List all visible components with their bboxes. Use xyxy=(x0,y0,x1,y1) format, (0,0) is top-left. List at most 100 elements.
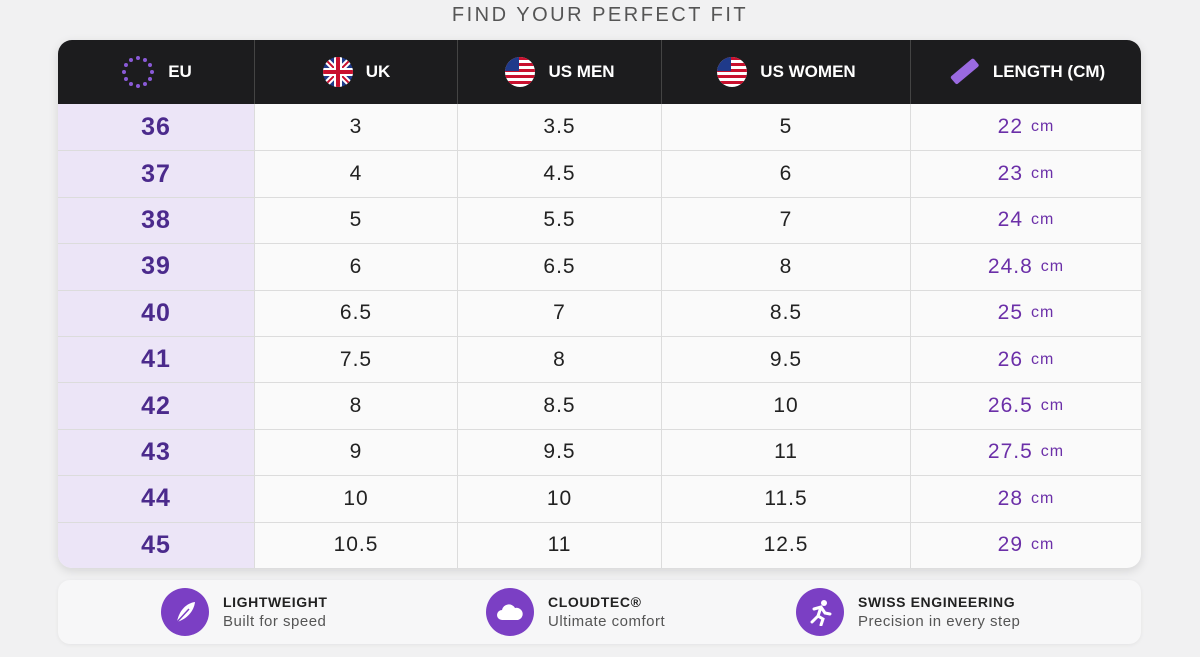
size-cell: 6.5 xyxy=(255,290,458,336)
eu-size: 37 xyxy=(58,151,255,197)
size-cell: 8 xyxy=(662,244,911,290)
column-label: EU xyxy=(168,62,192,81)
column-label: UK xyxy=(365,62,391,81)
header-cell: LENGTH (CM) xyxy=(911,40,1141,104)
length-unit: cm xyxy=(1031,165,1055,183)
length-unit: cm xyxy=(1040,257,1065,275)
size-cell: 9 xyxy=(255,429,458,476)
size-cell: 5.5 xyxy=(458,197,662,244)
column-label: LENGTH (CM) xyxy=(992,62,1106,81)
size-cell: 7 xyxy=(458,290,662,336)
table-row: 36 3 3.5 5 22 cm xyxy=(58,104,1141,151)
size-cell: 7.5 xyxy=(255,336,458,383)
length-value: 27.5 xyxy=(987,440,1033,464)
table-row: 45 10.5 11 12.5 29 cm xyxy=(58,521,1141,568)
length-unit: cm xyxy=(1031,350,1055,368)
table-row: 41 7.5 8 9.5 26 cm xyxy=(58,335,1141,383)
column-label: US MEN xyxy=(548,62,615,81)
eu-size: 38 xyxy=(58,197,255,244)
size-cell: 9.5 xyxy=(458,429,662,476)
feature-icon xyxy=(796,588,844,636)
size-cell: 8.5 xyxy=(662,290,911,336)
size-cell: 5 xyxy=(255,197,458,244)
size-cell: 10.5 xyxy=(255,522,458,568)
length-value: 26 xyxy=(997,347,1024,371)
table-row: 39 6 6.5 8 24.8 cm xyxy=(58,243,1141,290)
size-cell: 10 xyxy=(255,476,458,522)
table-row: 43 9 9.5 11 27.5 cm xyxy=(58,428,1141,476)
length-cell: 26 cm xyxy=(911,337,1141,382)
length-cell: 28 cm xyxy=(911,476,1141,521)
feature-subtitle: Built for speed xyxy=(223,613,327,630)
table-header: EU UK US MEN US WOMEN LENGTH (CM) xyxy=(58,40,1141,104)
length-cell: 25 cm xyxy=(911,291,1141,336)
size-cell: 3.5 xyxy=(458,104,662,151)
page-title: FIND YOUR PERFECT FIT xyxy=(451,4,749,26)
size-cell: 8 xyxy=(255,383,458,429)
table-row: 40 6.5 7 8.5 25 cm xyxy=(58,289,1141,336)
eu-size: 42 xyxy=(58,383,255,429)
length-value: 25 xyxy=(997,301,1024,325)
size-cell: 6.5 xyxy=(458,244,662,290)
length-cell: 29 cm xyxy=(911,523,1141,568)
size-cell: 3 xyxy=(255,104,458,151)
features-bar: LIGHTWEIGHT Built for speed CLOUDTEC® Ulti… xyxy=(58,580,1141,644)
size-cell: 9.5 xyxy=(662,336,911,383)
length-cell: 26.5 cm xyxy=(911,383,1141,428)
table-row: 42 8 8.5 10 26.5 cm xyxy=(58,382,1141,429)
size-cell: 4.5 xyxy=(458,151,662,197)
length-value: 28 xyxy=(997,486,1024,510)
length-unit: cm xyxy=(1040,397,1065,415)
eu-size: 44 xyxy=(58,476,255,522)
eu-size: 45 xyxy=(58,522,255,568)
size-cell: 5 xyxy=(662,104,911,151)
length-value: 29 xyxy=(997,533,1024,557)
feature: SWISS ENGINEERING Precision in every step xyxy=(796,588,1020,636)
feature-title: LIGHTWEIGHT xyxy=(223,594,328,610)
length-unit: cm xyxy=(1040,443,1065,461)
eu-size: 40 xyxy=(58,290,255,336)
length-cell: 22 cm xyxy=(911,104,1141,150)
table-row: 44 10 10 11.5 28 cm xyxy=(58,475,1141,522)
column-label: US WOMEN xyxy=(760,62,856,81)
length-unit: cm xyxy=(1031,304,1055,322)
size-cell: 11 xyxy=(458,522,662,568)
size-cell: 10 xyxy=(458,476,662,522)
length-unit: cm xyxy=(1031,536,1055,554)
size-cell: 7 xyxy=(662,197,911,244)
size-cell: 6 xyxy=(662,151,911,197)
size-cell: 11.5 xyxy=(662,476,911,522)
length-cell: 24 cm xyxy=(911,198,1141,243)
ruler-icon xyxy=(950,58,979,85)
table-row: 37 4 4.5 6 23 cm xyxy=(58,150,1141,197)
length-unit: cm xyxy=(1031,489,1055,507)
table-body: 36 3 3.5 5 22 cm 37 4 4.5 6 23 cm 38 5 5.5 7 24 cm 39 6 6.5 8… xyxy=(58,104,1141,568)
eu-size: 43 xyxy=(58,429,255,476)
size-cell: 8.5 xyxy=(458,383,662,429)
uk-flag xyxy=(322,57,353,87)
length-value: 22 xyxy=(997,115,1024,139)
us-flag xyxy=(717,57,748,87)
feature-title: SWISS ENGINEERING xyxy=(858,594,1016,610)
feature: LIGHTWEIGHT Built for speed xyxy=(161,588,328,636)
header-cell: UK xyxy=(255,40,458,104)
length-cell: 27.5 cm xyxy=(911,430,1141,475)
length-value: 26.5 xyxy=(987,394,1033,418)
length-value: 24 xyxy=(997,208,1024,232)
header-cell: US WOMEN xyxy=(662,40,911,104)
size-table: EU UK US MEN US WOMEN LENGTH (CM) 36 3 3.5… xyxy=(58,40,1141,568)
length-cell: 23 cm xyxy=(911,151,1141,196)
eu-size: 41 xyxy=(58,336,255,383)
length-value: 23 xyxy=(997,162,1024,186)
feature-icon xyxy=(486,588,534,636)
size-cell: 10 xyxy=(662,383,911,429)
table-row: 38 5 5.5 7 24 cm xyxy=(58,196,1141,244)
eu-size: 39 xyxy=(58,244,255,290)
size-cell: 8 xyxy=(458,336,662,383)
feature-icon xyxy=(161,588,209,636)
length-unit: cm xyxy=(1031,118,1055,136)
size-cell: 4 xyxy=(255,151,458,197)
feature: CLOUDTEC® Ultimate comfort xyxy=(486,588,665,636)
eu-size: 36 xyxy=(58,104,255,151)
